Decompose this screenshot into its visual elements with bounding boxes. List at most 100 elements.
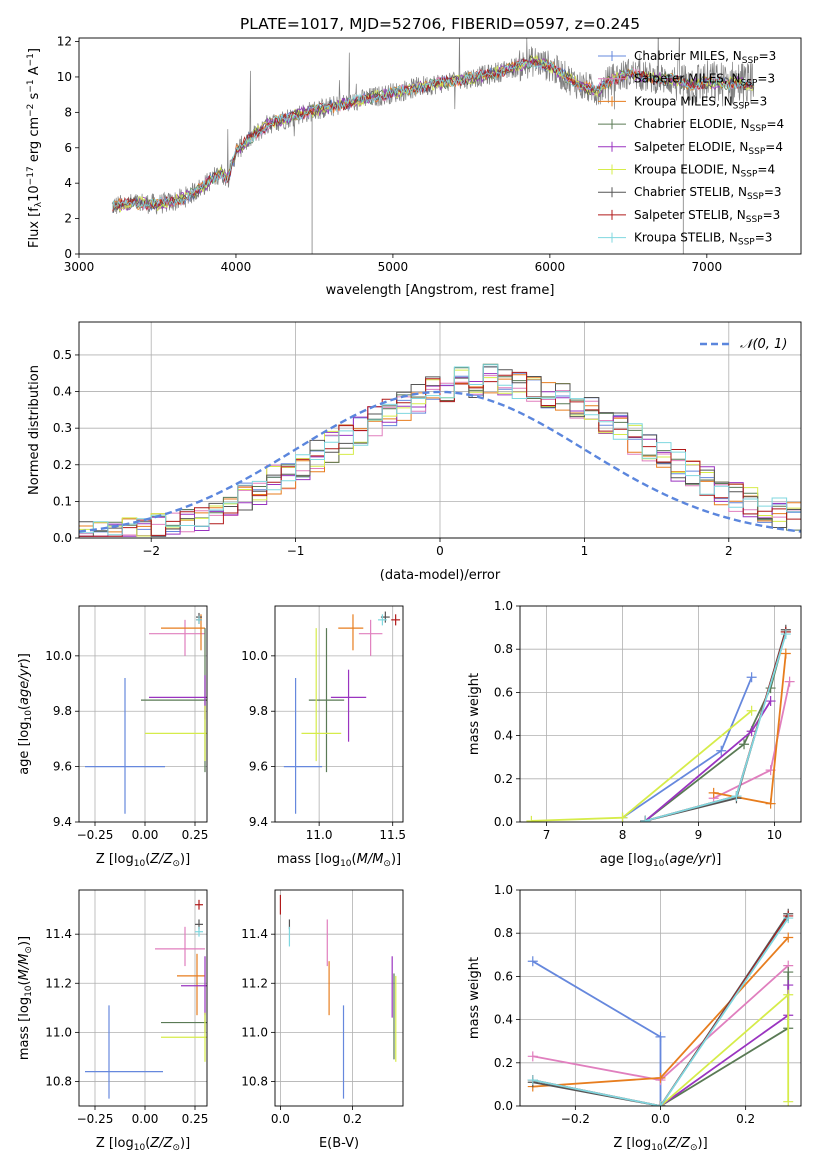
plus-marker <box>783 1096 794 1106</box>
axes-frame <box>78 889 208 1107</box>
x-tick-label: 10 <box>767 828 782 842</box>
y-tick-label: 0.4 <box>494 1013 513 1027</box>
age_vs_Z-axes: −0.25 0.00 0.25 9.4 9.6 9.8 10.0 <box>45 605 208 842</box>
y-tick-label: 10.8 <box>241 1074 268 1088</box>
y-tick-label: 9.6 <box>53 760 72 774</box>
x-tick-label: 0.2 <box>343 1112 362 1126</box>
y-tick-label: 6 <box>64 141 72 155</box>
y-tick-label: 12 <box>57 35 72 49</box>
massweight_vs_age-lines <box>526 624 795 822</box>
y-tick-label: 1.0 <box>494 883 513 897</box>
plus-marker <box>783 989 794 1000</box>
axes-frame <box>78 321 802 539</box>
plus-marker <box>783 932 794 943</box>
y-tick-label: 0.5 <box>53 348 72 362</box>
age_vs_mass-errorbars <box>283 611 401 814</box>
x-axis-label: Z [log10(Z/Z⊙)] <box>96 852 190 869</box>
y-tick-label: 9.8 <box>249 704 268 718</box>
y-tick-label: 0.4 <box>53 385 72 399</box>
plus-marker <box>783 967 794 978</box>
x-axis-label: (data-model)/error <box>380 568 501 583</box>
series-line <box>660 972 790 1106</box>
series-line <box>532 917 789 1106</box>
normal-curve <box>79 390 801 533</box>
plus-marker <box>783 913 794 924</box>
y-tick-label: 0.8 <box>494 642 513 656</box>
y-tick-label: 0.6 <box>494 685 513 699</box>
x-tick-label: 7000 <box>692 260 723 274</box>
x-tick-label: 1 <box>581 544 589 558</box>
legend-label: 𝒩(0, 1) <box>740 337 787 352</box>
x-tick-label: 6000 <box>535 260 566 274</box>
x-tick-label: 7 <box>543 828 551 842</box>
axes-frame <box>519 605 802 823</box>
y-axis-label: Flux [fλ10−17 erg cm−2 s−1 A−1] <box>26 48 44 248</box>
plus-marker <box>780 648 791 659</box>
plus-marker <box>765 798 776 809</box>
x-tick-label: 0.0 <box>271 1112 290 1126</box>
legend-label: Kroupa ELODIE, NSSP=4 <box>634 163 775 180</box>
axes-frame <box>519 889 802 1107</box>
plus-marker <box>655 1072 666 1083</box>
legend-label: Chabrier MILES, NSSP=3 <box>634 49 776 66</box>
age_vs_mass-axes: 11.0 11.5 9.4 9.6 9.8 10.0 <box>241 605 406 842</box>
legend-label: Kroupa MILES, NSSP=3 <box>634 94 767 111</box>
plus-marker <box>746 705 757 716</box>
y-tick-label: 11.4 <box>45 927 72 941</box>
y-tick-label: 1.0 <box>494 599 513 613</box>
y-tick-label: 8 <box>64 105 72 119</box>
plus-marker <box>640 815 651 822</box>
x-axis-label: Z [log10(Z/Z⊙)] <box>96 1136 190 1153</box>
x-axis-label: mass [log10(M/M⊙)] <box>277 852 401 869</box>
x-tick-label: 2 <box>725 544 733 558</box>
y-tick-label: 0.2 <box>53 458 72 472</box>
y-tick-label: 11.4 <box>241 927 268 941</box>
y-tick-label: 0.6 <box>494 969 513 983</box>
y-axis-label: age [log10(age/yr)] <box>17 653 34 775</box>
massweight_vs_Z-axes: −0.2 0.0 0.2 0.0 0.2 0.4 0.6 0.8 1.0 <box>494 883 802 1126</box>
y-tick-label: 4 <box>64 176 72 190</box>
y-tick-label: 9.6 <box>249 760 268 774</box>
x-axis-label: wavelength [Angstrom, rest frame] <box>326 283 555 298</box>
series-line <box>659 985 790 1106</box>
y-tick-label: 0.8 <box>494 926 513 940</box>
plus-marker <box>708 787 719 798</box>
y-tick-label: 0.3 <box>53 421 72 435</box>
y-tick-label: 10.0 <box>45 649 72 663</box>
x-tick-label: 11.5 <box>379 828 406 842</box>
plus-marker <box>765 696 776 707</box>
residuals-axes: −2 −1 0 1 2 0.0 0.1 0.2 0.3 0.4 0.5 <box>53 321 802 558</box>
y-tick-label: 11.2 <box>45 976 72 990</box>
x-tick-label: 0.2 <box>736 1112 755 1126</box>
y-axis-label: mass weight <box>467 957 482 1039</box>
plus-marker <box>783 980 794 991</box>
y-tick-label: 0.0 <box>494 1099 513 1113</box>
x-tick-label: −1 <box>287 544 305 558</box>
y-tick-label: 10 <box>57 70 72 84</box>
plus-marker <box>716 745 727 756</box>
x-tick-label: 11.0 <box>306 828 333 842</box>
y-tick-label: 0.1 <box>53 494 72 508</box>
axes-frame <box>274 605 404 823</box>
y-axis-label: mass [log10(M/M⊙)] <box>17 936 34 1060</box>
y-tick-label: 0.4 <box>494 729 513 743</box>
massweight_vs_Z-lines <box>527 908 794 1106</box>
spectrum-lines <box>111 38 755 254</box>
plus-marker <box>527 1075 538 1086</box>
x-axis-label: Z [log10(Z/Z⊙)] <box>613 1136 707 1153</box>
plus-marker <box>739 739 750 750</box>
model-spectrum-line <box>112 60 754 210</box>
histogram-group <box>79 363 801 537</box>
x-tick-label: −0.2 <box>561 1112 590 1126</box>
y-tick-label: 10.8 <box>45 1074 72 1088</box>
legend-label: Salpeter MILES, NSSP=3 <box>634 72 775 89</box>
plus-marker <box>655 1031 666 1042</box>
figure-title: PLATE=1017, MJD=52706, FIBERID=0597, z=0… <box>240 15 640 33</box>
mass_vs_Z-errorbars <box>85 899 207 1099</box>
y-tick-label: 9.4 <box>249 815 268 829</box>
x-axis-label: E(B-V) <box>319 1136 359 1151</box>
y-tick-label: 10.0 <box>241 649 268 663</box>
axes-frame <box>78 605 208 823</box>
axes-frame <box>78 37 802 255</box>
y-tick-label: 0.0 <box>53 531 72 545</box>
